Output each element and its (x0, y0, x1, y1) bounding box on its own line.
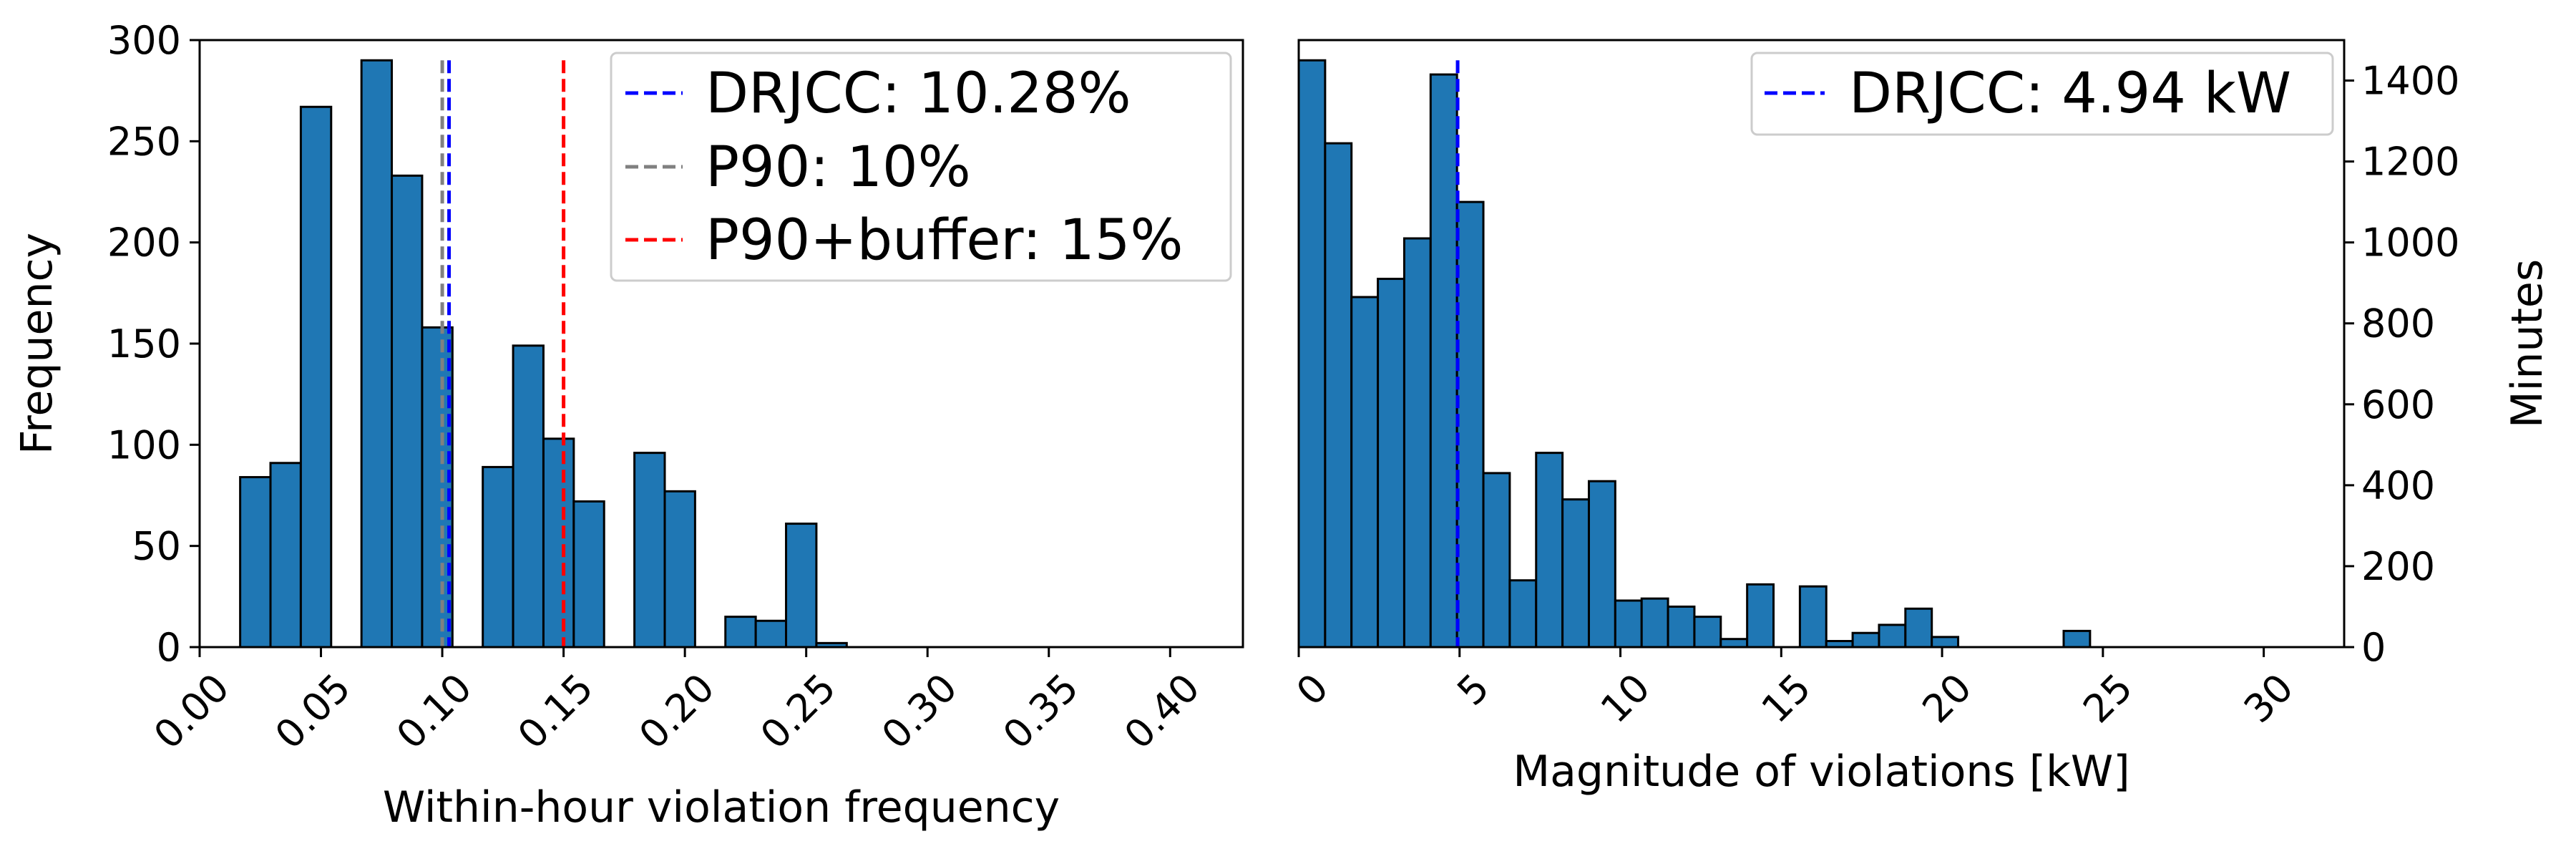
x-tick-label: 0.00 (145, 665, 238, 758)
legend-label: DRJCC: 10.28% (706, 62, 1131, 126)
x-tick-label: 0.40 (1116, 665, 1209, 758)
histogram-bar (360, 59, 394, 649)
x-tick-label: 0.10 (388, 665, 481, 758)
y-tick-label: 100 (107, 422, 181, 467)
legend-label: DRJCC: 4.94 kW (1849, 62, 2291, 126)
histogram-bar (572, 500, 605, 649)
y-tick-label: 50 (132, 524, 181, 569)
histogram-bar (1640, 597, 1669, 649)
histogram-bar (1377, 278, 1405, 649)
y-tick-label: 600 (2361, 382, 2435, 427)
histogram-bar (1904, 607, 1933, 649)
histogram-bar (1719, 638, 1749, 649)
x-tick-label: 15 (1753, 665, 1820, 732)
y-tick-label: 250 (107, 119, 181, 164)
legend-label: P90: 10% (706, 135, 971, 200)
x-axis-label: Within-hour violation frequency (383, 782, 1060, 833)
histogram-bar (239, 476, 272, 649)
x-tick-label: 0.30 (873, 665, 966, 758)
y-tick-label: 1200 (2361, 140, 2459, 185)
x-axis-label: Magnitude of violations [kW] (1513, 747, 2129, 797)
histogram-bar (1851, 631, 1880, 649)
histogram-bar (1746, 583, 1775, 649)
histogram-bar (269, 462, 302, 649)
histogram-bar (2062, 629, 2092, 649)
legend-label: P90+buffer: 15% (706, 208, 1183, 273)
histogram-bar (1878, 623, 1907, 649)
y-tick-label: 0 (2361, 625, 2386, 670)
histogram-bar (1297, 59, 1327, 649)
histogram-bar (1614, 599, 1643, 649)
histogram-bar (1587, 480, 1616, 649)
y-tick-label: 200 (2361, 544, 2435, 589)
histogram-bar (1402, 237, 1432, 649)
y-tick-label: 400 (2361, 463, 2435, 508)
y-tick-label: 1400 (2361, 59, 2459, 104)
plot-frame (1297, 39, 2346, 649)
right-histogram-chart: 0 200 400 600 800 1000 1200 1400 0 5 10 15 20 25 30 Mag… (1288, 39, 2552, 797)
histogram-bar (1455, 200, 1485, 649)
histogram-bar (724, 616, 757, 649)
x-tick-label: 30 (2235, 665, 2302, 732)
histogram-bar (482, 465, 514, 649)
x-tick-label: 0 (1288, 665, 1337, 714)
histogram-bar (1535, 452, 1564, 649)
histogram-bar (785, 523, 818, 649)
histogram-bar (663, 490, 696, 649)
y-tick-label: 300 (107, 18, 181, 63)
x-tick-label: 0.05 (266, 665, 359, 758)
histogram-bar (421, 326, 454, 649)
histogram-bar (542, 437, 575, 649)
y-tick-label: 200 (107, 220, 181, 266)
histogram-bar (1931, 636, 1960, 649)
legend-box (1750, 52, 2334, 136)
y-tick-label: 800 (2361, 301, 2435, 346)
histogram-bar (299, 105, 333, 649)
histogram-bar (512, 344, 545, 649)
histogram-bar (1561, 498, 1590, 649)
legend-box (610, 52, 1232, 282)
y-axis-label: Minutes (2502, 259, 2552, 428)
histogram-bar (1693, 616, 1722, 649)
y-tick-label: 1000 (2361, 220, 2459, 266)
x-tick-label: 0.25 (752, 665, 845, 758)
histogram-bar (1429, 73, 1458, 649)
x-tick-label: 20 (1913, 665, 1980, 732)
histogram-bar (1798, 585, 1828, 649)
x-tick-label: 5 (1448, 665, 1498, 714)
y-tick-label: 0 (157, 625, 181, 670)
histogram-bar (1508, 579, 1538, 649)
x-tick-label: 10 (1592, 665, 1659, 732)
histogram-bar (1324, 142, 1353, 649)
x-tick-label: 0.35 (995, 665, 1088, 758)
histogram-bar (1482, 472, 1511, 649)
y-tick-label: 150 (107, 321, 181, 367)
x-tick-label: 25 (2074, 665, 2141, 732)
histogram-bar (1350, 296, 1380, 649)
x-tick-label: 0.15 (509, 665, 602, 758)
y-axis-label: Frequency (12, 233, 62, 455)
histogram-bar (754, 619, 788, 649)
left-histogram-chart: 0 50 100 150 200 250 300 0.00 0.05 0.10 0.15 0.20 0.… (12, 18, 1244, 833)
histogram-bar (633, 452, 666, 649)
histogram-bar (1667, 605, 1696, 649)
x-tick-label: 0.20 (630, 665, 723, 758)
histogram-bar (391, 174, 424, 649)
